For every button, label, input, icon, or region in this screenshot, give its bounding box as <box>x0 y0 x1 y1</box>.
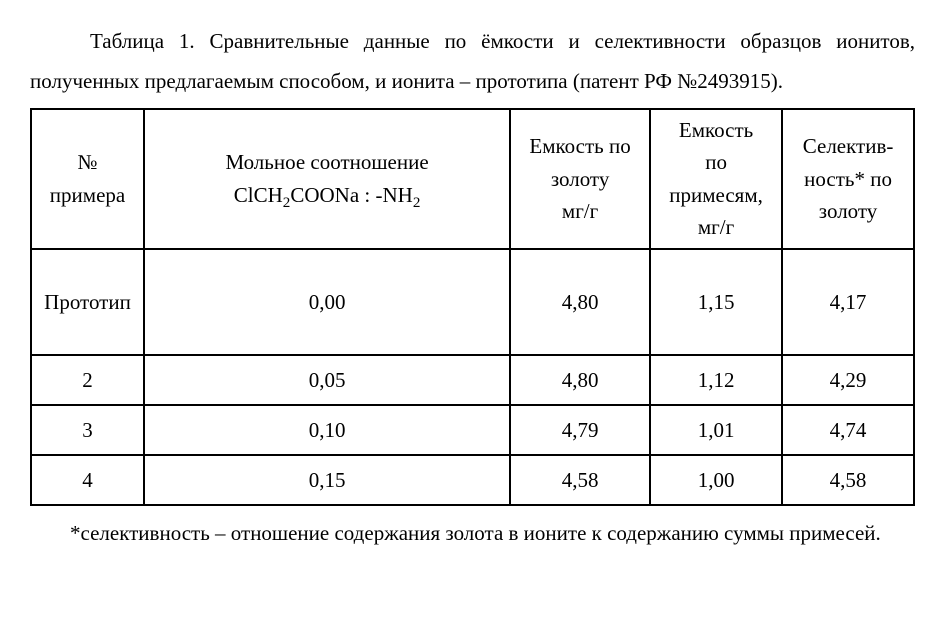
cell-example: 2 <box>31 355 144 405</box>
header-line: Емкость по <box>529 134 630 158</box>
cell-impurity: 1,15 <box>650 249 782 355</box>
col-header-selectivity: Селектив- ность* по золоту <box>782 109 914 249</box>
header-line: мг/г <box>562 199 598 223</box>
header-line: по <box>705 150 727 174</box>
cell-impurity: 1,01 <box>650 405 782 455</box>
cell-selectivity: 4,17 <box>782 249 914 355</box>
table-row: 2 0,05 4,80 1,12 4,29 <box>31 355 914 405</box>
header-line: золоту <box>819 199 878 223</box>
cell-gold: 4,80 <box>510 355 650 405</box>
cell-impurity: 1,12 <box>650 355 782 405</box>
col-header-molar-ratio: Мольное соотношение ClCH2COONa : -NH2 <box>144 109 510 249</box>
table-header-row: № примера Мольное соотношение ClCH2COONa… <box>31 109 914 249</box>
cell-example: 3 <box>31 405 144 455</box>
col-header-impurity-capacity: Емкость по примесям, мг/г <box>650 109 782 249</box>
cell-example: 4 <box>31 455 144 505</box>
molar-ratio-formula: ClCH2COONa : -NH2 <box>234 183 421 207</box>
formula-part: ClCH <box>234 183 283 207</box>
cell-ratio: 0,05 <box>144 355 510 405</box>
cell-selectivity: 4,58 <box>782 455 914 505</box>
cell-selectivity: 4,29 <box>782 355 914 405</box>
formula-part: COONa : -NH <box>290 183 412 207</box>
cell-selectivity: 4,74 <box>782 405 914 455</box>
cell-ratio: 0,00 <box>144 249 510 355</box>
cell-gold: 4,80 <box>510 249 650 355</box>
header-line: примесям, <box>669 183 763 207</box>
col-header-gold-capacity: Емкость по золоту мг/г <box>510 109 650 249</box>
molar-ratio-line1: Мольное соотношение <box>225 150 428 174</box>
cell-ratio: 0,15 <box>144 455 510 505</box>
header-line: мг/г <box>698 215 734 239</box>
table-row: 3 0,10 4,79 1,01 4,74 <box>31 405 914 455</box>
cell-example: Прототип <box>31 249 144 355</box>
comparison-table: № примера Мольное соотношение ClCH2COONa… <box>30 108 915 506</box>
header-line: ность* по <box>804 167 892 191</box>
table-caption: Таблица 1. Сравнительные данные по ёмкос… <box>30 22 915 102</box>
table-footnote: *селективность – отношение содержания зо… <box>30 514 915 554</box>
header-line: Селектив- <box>803 134 894 158</box>
formula-sub: 2 <box>413 195 421 211</box>
cell-impurity: 1,00 <box>650 455 782 505</box>
cell-ratio: 0,10 <box>144 405 510 455</box>
table-row: 4 0,15 4,58 1,00 4,58 <box>31 455 914 505</box>
header-line: Емкость <box>679 118 753 142</box>
table-row: Прототип 0,00 4,80 1,15 4,17 <box>31 249 914 355</box>
cell-gold: 4,58 <box>510 455 650 505</box>
cell-gold: 4,79 <box>510 405 650 455</box>
col-header-example: № примера <box>31 109 144 249</box>
header-line: золоту <box>551 167 610 191</box>
